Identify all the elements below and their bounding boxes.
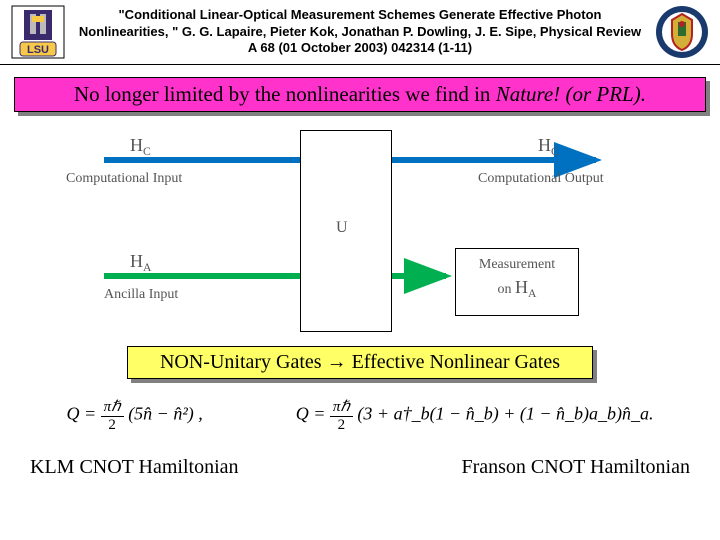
measurement-box: Measurement on HA bbox=[455, 248, 579, 316]
headline-plain: No longer limited by the nonlinearities … bbox=[74, 82, 496, 106]
ancilla-input-label: Ancilla Input bbox=[104, 286, 178, 304]
headline-box: No longer limited by the nonlinearities … bbox=[14, 77, 706, 112]
ha-label: HA bbox=[130, 250, 151, 275]
unitary-label: U bbox=[336, 218, 348, 239]
headline-italic: Nature! (or PRL). bbox=[496, 82, 646, 106]
hc-in-label: HC bbox=[130, 134, 151, 159]
lsu-logo: LSU bbox=[10, 4, 66, 60]
citation-text: "Conditional Linear-Optical Measurement … bbox=[66, 7, 654, 58]
headline-banner: No longer limited by the nonlinearities … bbox=[14, 77, 706, 112]
svg-text:LSU: LSU bbox=[27, 44, 49, 56]
franson-label: Franson CNOT Hamiltonian bbox=[461, 456, 690, 479]
footer-labels: KLM CNOT Hamiltonian Franson CNOT Hamilt… bbox=[30, 456, 690, 479]
klm-equation: Q = πℏ2 (5n̂ − n̂²) , bbox=[67, 397, 203, 434]
comp-output-label: Computational Output bbox=[478, 170, 604, 188]
hc-out-label: HC bbox=[538, 134, 559, 159]
franson-equation: Q = πℏ2 (3 + a†_b(1 − n̂_b) + (1 − n̂_b)… bbox=[296, 397, 654, 434]
gates-box: NON-Unitary Gates → Effective Nonlinear … bbox=[127, 346, 593, 379]
comp-input-label: Computational Input bbox=[66, 170, 182, 188]
equations-row: Q = πℏ2 (5n̂ − n̂²) , Q = πℏ2 (3 + a†_b(… bbox=[20, 397, 700, 434]
army-crest-icon bbox=[654, 4, 710, 60]
header: LSU "Conditional Linear-Optical Measurem… bbox=[0, 0, 720, 65]
meas-line1: Measurement bbox=[456, 255, 578, 275]
meas-line2: on HA bbox=[456, 275, 578, 302]
gates-banner: NON-Unitary Gates → Effective Nonlinear … bbox=[127, 346, 593, 379]
klm-label: KLM CNOT Hamiltonian bbox=[30, 456, 239, 479]
circuit-diagram: U Measurement on HA HC Computational Inp… bbox=[0, 130, 720, 340]
